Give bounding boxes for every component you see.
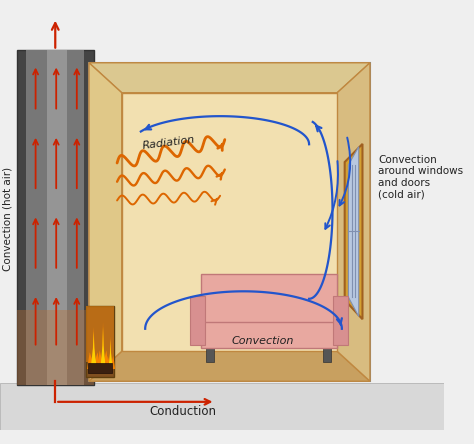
Bar [190,296,205,345]
Text: Radiation: Radiation [142,135,195,151]
Bar [0,383,444,430]
Bar [89,63,370,381]
Polygon shape [345,144,363,319]
Bar [333,296,348,345]
Bar [323,347,331,361]
Bar [86,306,114,377]
Bar [122,93,337,351]
Bar [86,306,114,362]
Text: Convection
around windows
and doors
(cold air): Convection around windows and doors (col… [378,155,464,199]
Polygon shape [337,63,370,381]
Polygon shape [348,147,359,317]
Polygon shape [91,331,96,365]
Bar [201,274,337,322]
Polygon shape [109,340,112,366]
Bar [88,364,112,373]
Bar [17,50,94,385]
Bar [201,317,337,349]
Bar [47,50,67,385]
Polygon shape [106,336,115,369]
Bar [17,310,94,385]
Bar [206,347,214,361]
Polygon shape [101,327,105,365]
Text: Convection: Convection [231,336,293,346]
Polygon shape [89,63,370,93]
Bar [26,50,84,385]
Polygon shape [98,322,109,369]
Text: Conduction: Conduction [149,404,216,418]
Polygon shape [89,63,122,381]
Polygon shape [87,327,100,369]
Text: Convection (hot air): Convection (hot air) [2,167,12,271]
Polygon shape [89,351,370,381]
